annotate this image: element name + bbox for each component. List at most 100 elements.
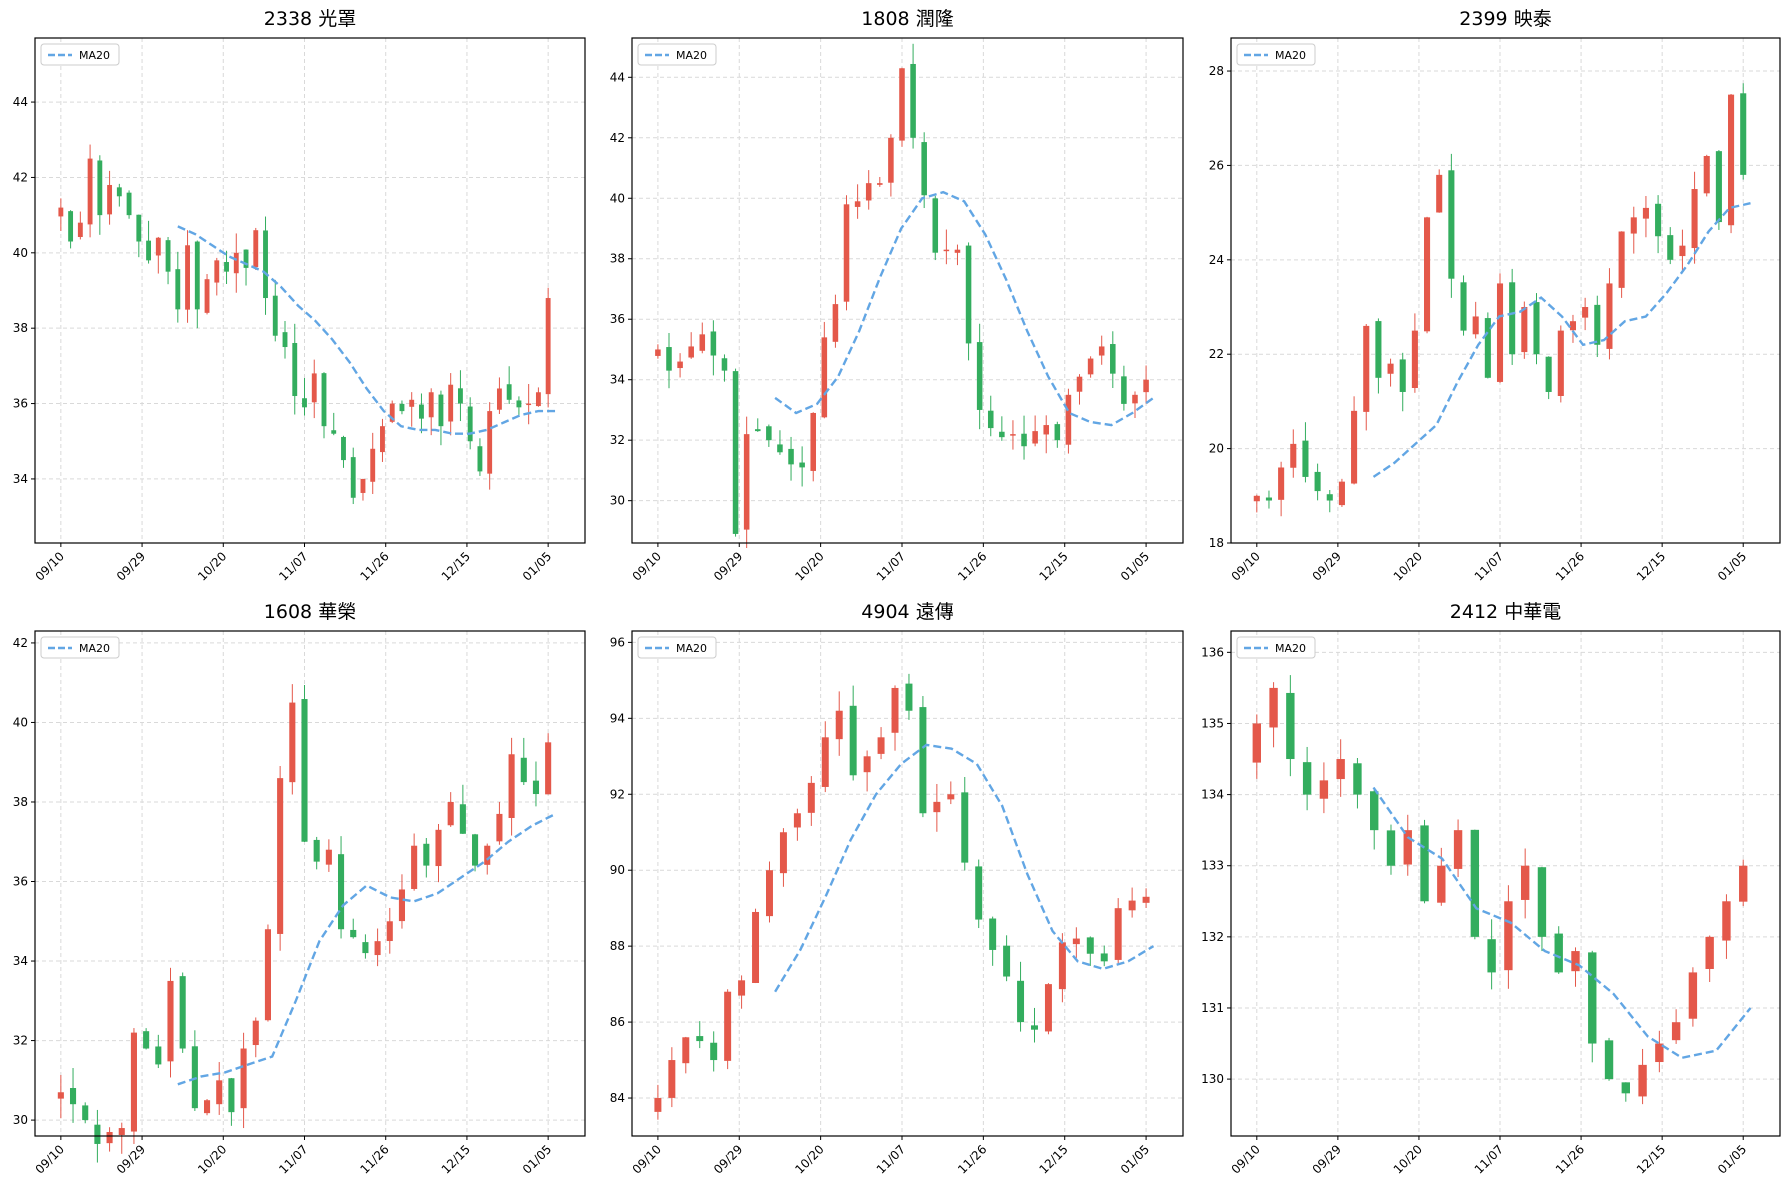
candle-body xyxy=(155,1046,162,1065)
y-tick-label: 130 xyxy=(1201,1072,1224,1086)
candle-body xyxy=(1031,1025,1038,1030)
candle-body xyxy=(116,187,122,197)
candle-body xyxy=(666,347,672,371)
candle-body xyxy=(1537,867,1547,937)
y-tick-label: 18 xyxy=(1209,536,1224,550)
candle-body xyxy=(1142,896,1150,903)
candle-body xyxy=(1705,936,1714,969)
y-tick-label: 42 xyxy=(13,170,28,184)
candle-body xyxy=(130,1032,137,1132)
candle-body xyxy=(1290,443,1297,468)
candle-body xyxy=(1655,1043,1664,1063)
candle-body xyxy=(688,346,694,358)
candle-body xyxy=(233,252,239,274)
candle-body xyxy=(457,388,463,404)
candle-body xyxy=(1411,330,1418,388)
candle-body xyxy=(175,269,181,310)
legend-label: MA20 xyxy=(1275,49,1306,62)
candle-body xyxy=(1399,359,1406,392)
candle-body xyxy=(919,707,927,814)
candle-body xyxy=(849,705,857,776)
candle-body xyxy=(1437,865,1446,903)
candle-body xyxy=(435,829,442,867)
candle-body xyxy=(82,1105,89,1121)
candle-body xyxy=(516,400,522,408)
candle-body xyxy=(1100,953,1108,962)
candle-body xyxy=(1533,302,1540,355)
candle-body xyxy=(228,1078,235,1113)
candle-body xyxy=(438,394,444,427)
candle-body xyxy=(216,1080,223,1105)
y-tick-label: 34 xyxy=(610,373,625,387)
candle-body xyxy=(282,332,288,348)
candle-body xyxy=(302,398,307,408)
candle-body xyxy=(289,702,296,783)
candle-body xyxy=(1253,495,1260,502)
candle-body xyxy=(932,198,939,253)
candle-body xyxy=(843,204,850,302)
candle-body xyxy=(341,436,346,461)
candle-body xyxy=(1058,942,1066,990)
candle-body xyxy=(654,1098,662,1112)
candle-body xyxy=(146,240,152,261)
candle-body xyxy=(68,211,74,242)
y-tick-label: 133 xyxy=(1201,859,1224,873)
candle-body xyxy=(1403,830,1412,865)
y-tick-label: 136 xyxy=(1201,645,1224,659)
candle-body xyxy=(277,778,284,934)
candle-body xyxy=(947,794,955,800)
candle-body xyxy=(1043,425,1050,435)
legend: MA20 xyxy=(1236,43,1316,66)
candle-body xyxy=(1667,235,1674,260)
y-tick-label: 131 xyxy=(1201,1001,1224,1015)
candle-body xyxy=(506,384,512,400)
candle-body xyxy=(1054,424,1061,441)
candle-body xyxy=(185,245,190,310)
candle-body xyxy=(362,942,369,954)
candle-body xyxy=(721,358,728,371)
candle-body xyxy=(459,804,466,834)
candle-body xyxy=(976,342,983,410)
candle-body xyxy=(765,870,773,917)
y-tick-label: 40 xyxy=(13,715,28,729)
candle-body xyxy=(1453,830,1463,869)
candle-body xyxy=(1420,825,1429,902)
candle-body xyxy=(1569,321,1577,331)
legend-box xyxy=(637,636,717,659)
y-tick-label: 36 xyxy=(13,397,28,411)
candle-body xyxy=(1642,207,1649,219)
y-tick-label: 22 xyxy=(1209,347,1224,361)
candle-body xyxy=(863,756,871,773)
candle-body xyxy=(428,392,434,418)
y-tick-label: 26 xyxy=(1209,158,1224,172)
candle-body xyxy=(263,230,268,299)
candle-body xyxy=(292,342,298,397)
candle-body xyxy=(1688,972,1698,1019)
candle-body xyxy=(411,845,418,889)
candle-body xyxy=(1691,189,1698,249)
legend-box xyxy=(1236,636,1316,659)
candle-body xyxy=(832,304,839,342)
candle-body xyxy=(1424,217,1431,332)
candle-body xyxy=(264,929,271,1021)
candles xyxy=(654,673,1150,1120)
legend: MA20 xyxy=(1236,636,1316,659)
candle-body xyxy=(313,839,320,862)
candle-body xyxy=(1302,762,1312,795)
legend-label: MA20 xyxy=(676,642,707,655)
candle-body xyxy=(1278,467,1285,500)
ma20-line xyxy=(1372,786,1752,1060)
candle-body xyxy=(419,404,424,419)
candle-body xyxy=(905,683,913,711)
candle-body xyxy=(888,137,894,183)
candle-body xyxy=(821,737,829,787)
y-tick-label: 38 xyxy=(610,252,625,266)
candle-body xyxy=(1460,282,1467,331)
candle-body xyxy=(1571,951,1580,972)
y-tick-label: 94 xyxy=(610,711,625,725)
candle-body xyxy=(1098,346,1105,356)
legend-box xyxy=(40,636,120,659)
candle-body xyxy=(1086,937,1094,954)
candle-body xyxy=(126,192,132,216)
candle-body xyxy=(807,782,815,813)
